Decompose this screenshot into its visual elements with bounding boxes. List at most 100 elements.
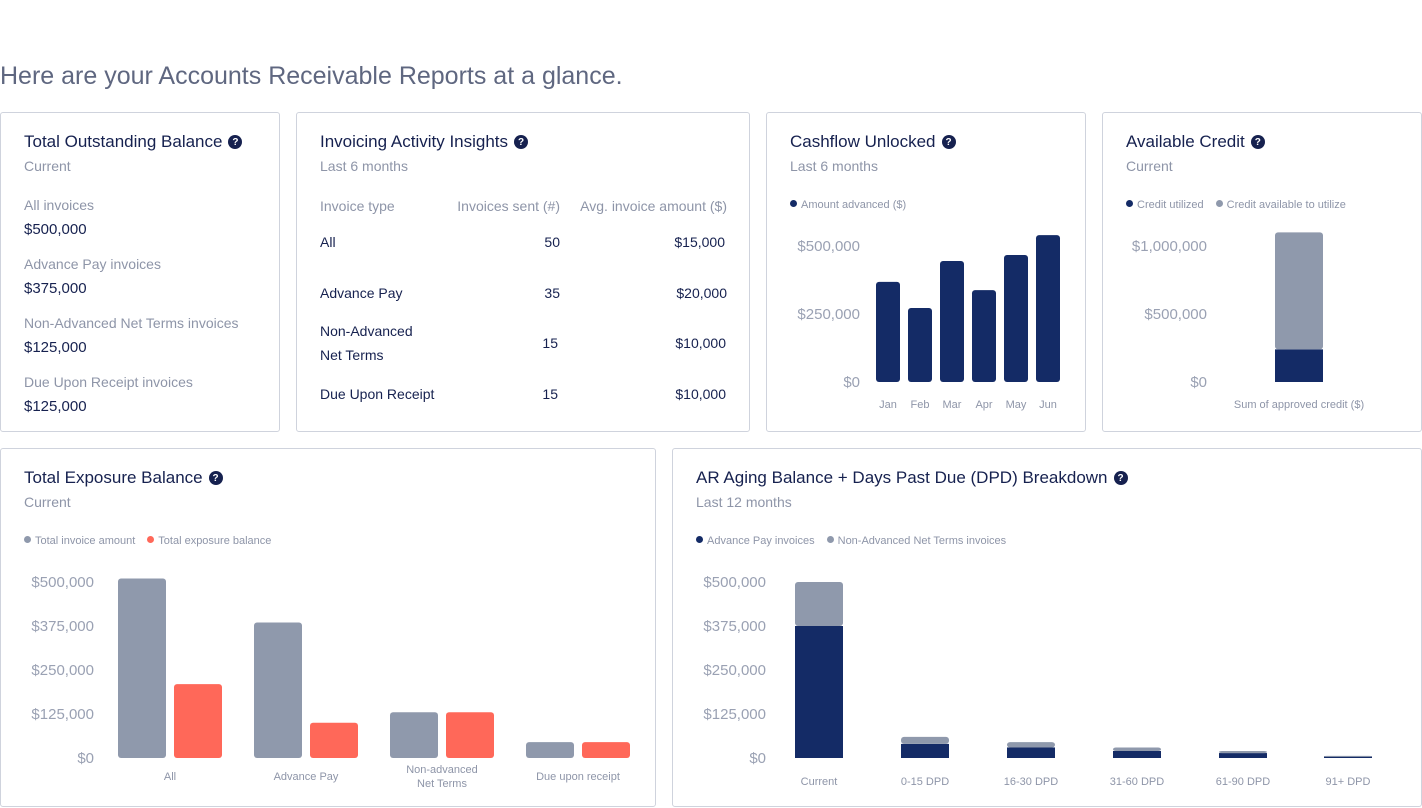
header-invoice-type: Invoice type: [320, 198, 395, 214]
legend-label: Credit available to utilize: [1226, 199, 1346, 211]
non-advanced-value: $125,000: [24, 339, 87, 356]
row-type: Non-Advanced: [320, 323, 413, 339]
chart-legend: Advance Pay invoices Non-Advanced Net Ter…: [696, 535, 1006, 547]
bar-total-exposure-balance: [582, 742, 630, 758]
x-tick-label: Jan: [879, 399, 897, 411]
x-tick-label: Apr: [975, 399, 992, 411]
legend-item: Credit utilized: [1126, 199, 1204, 211]
card-subtitle: Last 12 months: [696, 494, 792, 510]
row-sent: 15: [542, 386, 558, 402]
bar-credit-utilized: [1275, 349, 1323, 382]
bar-non-advanced-net-terms-invoices: [901, 736, 949, 744]
legend-label: Non-Advanced Net Terms invoices: [837, 535, 1007, 547]
due-upon-receipt-value: $125,000: [24, 398, 87, 415]
legend-label: Total invoice amount: [35, 535, 136, 547]
bar-advance-pay-invoices: [1324, 756, 1372, 758]
card-title: Invoicing Activity Insights?: [320, 132, 529, 152]
row-avg: $15,000: [674, 234, 725, 250]
card-title: Available Credit?: [1126, 132, 1265, 152]
x-tick-label: 61-90 DPD: [1216, 776, 1270, 788]
bar-amount-advanced-: [908, 308, 932, 382]
x-tick-label: Advance Pay: [274, 771, 339, 783]
x-tick-label: Due upon receipt: [536, 771, 620, 783]
legend-item: Total invoice amount: [24, 535, 135, 547]
bar-total-invoice-amount: [118, 578, 166, 758]
bar-total-exposure-balance: [174, 684, 222, 758]
bar-amount-advanced-: [940, 260, 964, 382]
bar-advance-pay-invoices: [1219, 753, 1267, 758]
bar-total-invoice-amount: [526, 742, 574, 758]
cashflow-unlocked-card: Cashflow Unlocked? Last 6 months Amount …: [766, 112, 1086, 432]
y-tick-label: $0: [1190, 374, 1207, 391]
bar-advance-pay-invoices: [901, 743, 949, 758]
legend-dot-icon: [696, 536, 703, 543]
y-tick-label: $500,000: [703, 574, 766, 591]
y-tick-label: $1,000,000: [1132, 238, 1207, 255]
bar-credit-available-to-utilize: [1275, 232, 1323, 350]
help-icon[interactable]: ?: [228, 135, 243, 149]
help-icon[interactable]: ?: [1250, 135, 1265, 149]
bar-non-advanced-net-terms-invoices: [1219, 750, 1267, 754]
x-tick-label: Mar: [943, 399, 962, 411]
bar-total-invoice-amount: [254, 622, 302, 758]
chart-svg: $0 $250,000 $500,000 Jan Feb Mar Apr May Jun: [797, 235, 1060, 411]
bar-amount-advanced-: [972, 290, 996, 382]
legend-item: Total exposure balance: [147, 535, 271, 547]
y-tick-label: $0: [77, 750, 94, 767]
y-tick-label: $375,000: [31, 618, 94, 635]
card-title: Cashflow Unlocked?: [790, 132, 956, 152]
legend-item: Amount advanced ($): [790, 199, 906, 211]
bar-non-advanced-net-terms-invoices: [1324, 755, 1372, 757]
row-avg: $10,000: [675, 386, 726, 402]
due-upon-receipt-label: Due Upon Receipt invoices: [24, 374, 193, 390]
bar-total-invoice-amount: [390, 712, 438, 758]
non-advanced-label: Non-Advanced Net Terms invoices: [24, 315, 239, 331]
y-tick-label: $500,000: [31, 574, 94, 591]
x-tick-label: Current: [801, 776, 838, 788]
available-credit-card: Available Credit? Current Credit utilize…: [1102, 112, 1422, 432]
header-avg-amount: Avg. invoice amount ($): [580, 198, 727, 214]
x-tick-label: 0-15 DPD: [901, 776, 949, 788]
x-tick-label: 31-60 DPD: [1110, 776, 1164, 788]
total-exposure-card: Total Exposure Balance? Current Total in…: [0, 448, 656, 807]
legend-dot-icon: [24, 536, 31, 543]
row-sent: 35: [544, 285, 560, 301]
x-tick-label: 16-30 DPD: [1004, 776, 1058, 788]
card-subtitle: Last 6 months: [320, 158, 408, 174]
legend-item: Non-Advanced Net Terms invoices: [826, 535, 1007, 547]
row-type: Advance Pay: [320, 285, 403, 301]
bar-advance-pay-invoices: [1007, 747, 1055, 758]
legend-label: Amount advanced ($): [801, 199, 907, 211]
title-text: Available Credit: [1126, 132, 1245, 151]
all-invoices-value: $500,000: [24, 221, 87, 238]
help-icon[interactable]: ?: [1113, 471, 1128, 485]
title-text: Total Exposure Balance: [24, 468, 203, 487]
advance-pay-label: Advance Pay invoices: [24, 256, 161, 272]
chart-svg: $0 $125,000 $250,000 $375,000 $500,000 All Adv…: [31, 574, 630, 790]
title-text: Cashflow Unlocked: [790, 132, 936, 151]
card-title: AR Aging Balance + Days Past Due (DPD) B…: [696, 468, 1128, 488]
row-sent: 50: [544, 234, 560, 250]
help-icon[interactable]: ?: [514, 135, 529, 149]
card-title: Total Outstanding Balance?: [24, 132, 243, 152]
y-tick-label: $375,000: [703, 618, 766, 635]
card-subtitle: Current: [1126, 158, 1173, 174]
row-avg: $10,000: [675, 335, 726, 351]
x-tick-label: Sum of approved credit ($): [1234, 399, 1364, 411]
card-subtitle: Current: [24, 494, 71, 510]
help-icon[interactable]: ?: [941, 135, 956, 149]
y-tick-label: $250,000: [797, 306, 860, 323]
card-subtitle: Last 6 months: [790, 158, 878, 174]
legend-item: Advance Pay invoices: [696, 535, 815, 547]
y-tick-label: $0: [749, 750, 766, 767]
legend-label: Credit utilized: [1137, 199, 1204, 211]
help-icon[interactable]: ?: [208, 471, 223, 485]
bar-advance-pay-invoices: [795, 626, 843, 758]
bar-non-advanced-net-terms-invoices: [1113, 747, 1161, 751]
ar-aging-card: AR Aging Balance + Days Past Due (DPD) B…: [672, 448, 1422, 807]
x-tick-label: Non-advanced Net Terms: [406, 764, 478, 790]
card-subtitle: Current: [24, 158, 71, 174]
row-type: Due Upon Receipt: [320, 386, 435, 402]
chart-legend: Credit utilized Credit available to utili…: [1126, 199, 1346, 211]
x-tick-label: Feb: [911, 399, 930, 411]
